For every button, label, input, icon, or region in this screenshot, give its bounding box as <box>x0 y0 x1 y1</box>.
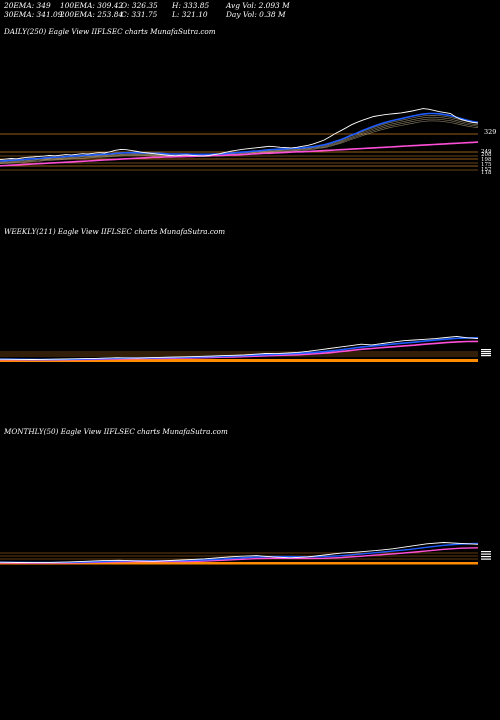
low-value: L: 321.10 <box>172 10 208 19</box>
ema-slow-line <box>0 340 479 361</box>
y-tick-label: 329 <box>484 128 496 136</box>
y-tick-marker <box>481 551 491 553</box>
y-tick-marker <box>481 556 491 558</box>
y-tick-marker <box>481 349 491 351</box>
y-tick-marker <box>481 553 491 555</box>
y-tick-label: 198 <box>481 157 492 163</box>
y-tick-marker <box>481 353 491 355</box>
stats-header: 20EMA: 349 100EMA: 309.42 O: 326.35 H: 3… <box>4 1 499 19</box>
y-tick-marker <box>481 558 491 560</box>
ema-slow-line <box>0 141 479 167</box>
y-tick-label: 175 <box>481 162 492 168</box>
weekly-chart-title: WEEKLY(211) Eagle View IIFLSEC charts Mu… <box>4 227 226 236</box>
price-line <box>0 108 479 161</box>
monthly-chart-title: MONTHLY(50) Eagle View IIFLSEC charts Mu… <box>4 427 228 436</box>
y-tick-marker <box>481 355 491 357</box>
ema20-value: 20EMA: 349 <box>4 1 51 10</box>
volume-band <box>0 359 478 362</box>
daily-chart-title: DAILY(250) Eagle View IIFLSEC charts Mun… <box>4 27 216 36</box>
monthly-chart <box>0 542 491 565</box>
y-tick-label: 208 <box>481 152 492 158</box>
ema200-value: 200EMA: 253.84 <box>60 10 124 19</box>
open-value: O: 326.35 <box>121 1 158 10</box>
price-line <box>0 542 479 564</box>
close-value: C: 331.75 <box>121 10 158 19</box>
ema100-value: 100EMA: 309.42 <box>60 1 124 10</box>
ema30-value: 30EMA: 341.09 <box>4 10 63 19</box>
day-vol-value: Day Vol: 0.38 M <box>226 10 286 19</box>
volume-band <box>0 562 478 565</box>
y-tick-label: 157 <box>481 167 492 173</box>
weekly-chart <box>0 335 491 362</box>
y-tick-marker <box>481 351 491 353</box>
ema-fast-line <box>0 542 479 564</box>
y-tick-label: 118 <box>481 170 492 176</box>
ema-fast-line <box>0 112 479 162</box>
stats-row-1: 20EMA: 349 100EMA: 309.42 O: 326.35 H: 3… <box>4 1 499 10</box>
price-line <box>0 335 479 360</box>
avg-vol-value: Avg Vol: 2.093 M <box>226 1 290 10</box>
stats-row-2: 30EMA: 341.09 200EMA: 253.84 C: 331.75 L… <box>4 10 499 19</box>
y-tick-label: 249 <box>481 149 492 155</box>
high-value: H: 333.85 <box>172 1 210 10</box>
ema-line <box>0 116 479 163</box>
